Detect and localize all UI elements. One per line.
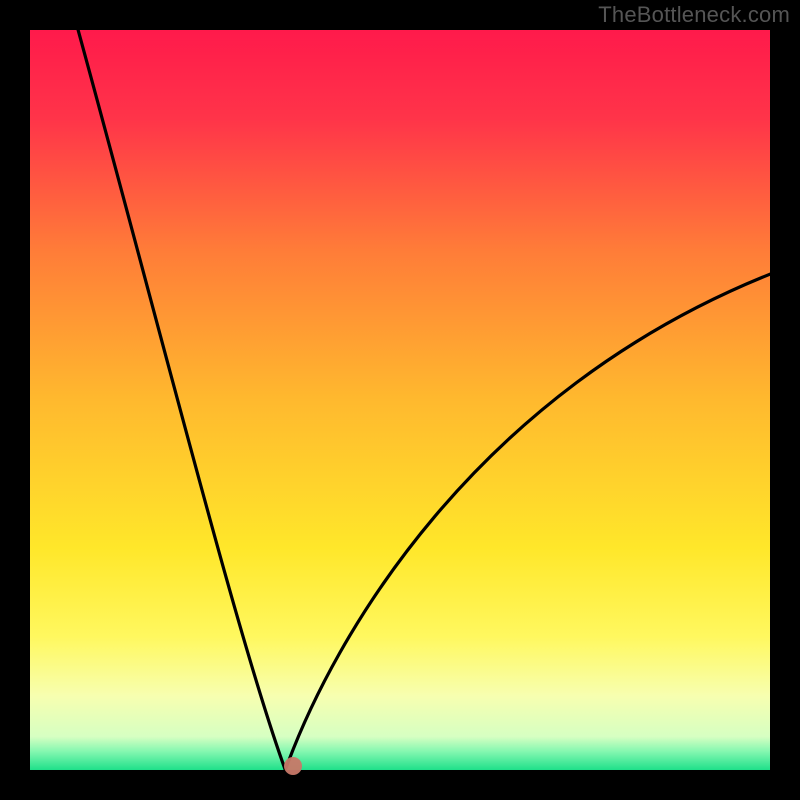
watermark-text: TheBottleneck.com: [598, 2, 790, 28]
minimum-marker: [284, 757, 302, 775]
chart-container: TheBottleneck.com: [0, 0, 800, 800]
plot-svg: [30, 30, 770, 770]
plot-background: [30, 30, 770, 770]
plot-area: [30, 30, 770, 770]
